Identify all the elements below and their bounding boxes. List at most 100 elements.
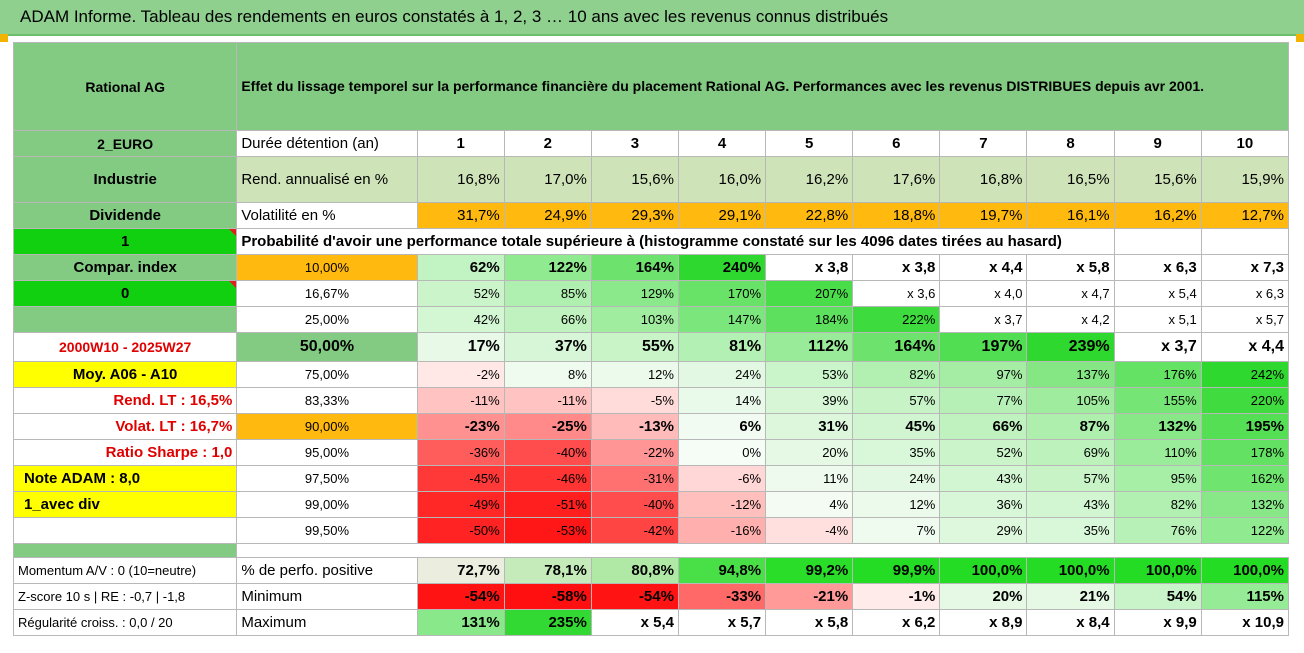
prob-value-cell: 122% [503,254,592,281]
zero-cell: 0 [12,280,238,307]
stat-left-label: Momentum A/V : 0 (10=neutre) [12,557,238,584]
prob-value-cell: 184% [765,306,854,333]
prob-value-cell: 29% [939,517,1028,544]
vol-cell: 29,1% [677,202,767,229]
prob-value-cell: 103% [590,306,679,333]
stat-value-cell: -33% [677,583,767,610]
stat-left-label: Z-score 10 s | RE : -0,7 | -1,8 [12,583,238,610]
prob-value-cell: 242% [1200,361,1290,388]
rend-cell: 16,0% [677,156,767,203]
rend-lt-label: Rend. LT : 16,5% [12,387,238,414]
prob-value-cell: 31% [765,413,854,440]
stat-value-cell: 54% [1113,583,1202,610]
prob-value-cell: -46% [503,465,592,492]
threshold-label: 99,50% [236,517,418,544]
prob-value-cell: 6% [677,413,767,440]
stat-value-cell: x 8,9 [939,609,1028,636]
stat-value-cell: 78,1% [503,557,592,584]
year-cell: 3 [590,130,679,157]
vol-cell: 31,7% [416,202,505,229]
prob-value-cell: -5% [590,387,679,414]
stat-row: Momentum A/V : 0 (10=neutre)% de perfo. … [12,557,1290,584]
prob-value-cell: 24% [852,465,941,492]
prob-value-cell: -25% [503,413,592,440]
empty-cell [1113,228,1202,255]
prob-value-cell: 53% [765,361,854,388]
currency-label: 2_EURO [12,130,238,157]
prob-value-cell: -31% [590,465,679,492]
prob-value-cell: 87% [1026,413,1115,440]
prob-row: Rend. LT : 16,5% 83,33% -11% -11% -5% 14% 39% 5… [12,387,1290,414]
prob-value-cell: x 5,7 [1200,306,1290,333]
prob-value-cell: x 5,8 [1026,254,1115,281]
prob-value-cell: x 5,4 [1113,280,1202,307]
rend-cell: 16,8% [416,156,505,203]
vol-cell: 29,3% [590,202,679,229]
prob-value-cell: x 3,8 [852,254,941,281]
prob-value-cell: 207% [765,280,854,307]
prob-value-cell: 66% [503,306,592,333]
rend-cell: 15,6% [590,156,679,203]
avec-div-label: 1_avec div [12,491,238,518]
prob-value-cell: 77% [939,387,1028,414]
prob-value-cell: 66% [939,413,1028,440]
stat-label: Maximum [236,609,418,636]
prob-value-cell: 7% [852,517,941,544]
vol-cell: 19,7% [939,202,1028,229]
spacer-row [12,543,1289,558]
title-bar: ADAM Informe. Tableau des rendements en … [0,0,1304,36]
moy-label: Moy. A06 - A10 [12,361,238,388]
spacer-left [12,543,238,558]
year-cell: 9 [1113,130,1202,157]
threshold-label: 10,00% [236,254,418,281]
prob-value-cell: 178% [1200,439,1290,466]
description-cell: Effet du lissage temporel sur la perform… [236,42,1289,131]
dividend-label: Dividende [12,202,238,229]
rend-cell: 15,9% [1200,156,1290,203]
prob-value-cell: x 3,8 [765,254,854,281]
prob-value-cell: 240% [677,254,767,281]
stat-row: Régularité croiss. : 0,0 / 20 Maximum 131%… [12,609,1290,636]
prob-value-cell: -40% [590,491,679,518]
stat-value-cell: x 5,7 [677,609,767,636]
prob-value-cell: 4% [765,491,854,518]
rend-label: Rend. annualisé en % [236,156,418,203]
sector-label: Industrie [12,156,238,203]
prob-value-cell: 122% [1200,517,1290,544]
period-label: 2000W10 - 2025W27 [12,332,238,362]
prob-value-cell: 164% [590,254,679,281]
prob-row: Volat. LT : 16,7% 90,00% -23% -25% -13% 6% 31%… [12,413,1290,440]
rend-cell: 16,8% [939,156,1028,203]
prob-value-cell: 82% [852,361,941,388]
prob-value-cell: -40% [503,439,592,466]
stat-row: Z-score 10 s | RE : -0,7 | -1,8 Minimum -5… [12,583,1290,610]
year-cell: 1 [416,130,505,157]
volat-lt-label: Volat. LT : 16,7% [12,413,238,440]
prob-value-cell: 62% [416,254,505,281]
threshold-label: 99,00% [236,491,418,518]
prob-row: 2000W10 - 2025W27 50,00% 17% 37% 55% 81% 112% 1… [12,332,1290,362]
prob-value-cell: -13% [590,413,679,440]
prob-value-cell: 0% [677,439,767,466]
prob-value-cell: 137% [1026,361,1115,388]
one-cell: 1 [12,228,238,255]
stat-value-cell: 72,7% [416,557,505,584]
prob-value-cell: 164% [852,332,941,362]
prob-value-cell: 39% [765,387,854,414]
prob-value-cell: 43% [1026,491,1115,518]
prob-value-cell: -6% [677,465,767,492]
prob-value-cell: x 4,7 [1026,280,1115,307]
prob-value-cell: x 5,1 [1113,306,1202,333]
prob-row: Moy. A06 - A10 75,00% -2% 8% 12% 24% 53% 82% 97%… [12,361,1290,388]
prob-value-cell: -53% [503,517,592,544]
prob-value-cell: 97% [939,361,1028,388]
prob-row: Note ADAM : 8,0 97,50% -45% -46% -31% -6% 11% 2… [12,465,1290,492]
duration-label: Durée détention (an) [236,130,418,157]
prob-value-cell: x 3,7 [939,306,1028,333]
prob-value-cell: 155% [1113,387,1202,414]
performance-table: Rational AG Effet du lissage temporel su… [12,42,1290,636]
stat-value-cell: 100,0% [1113,557,1202,584]
prob-value-cell: x 3,6 [852,280,941,307]
prob-value-cell: 82% [1113,491,1202,518]
stat-left-label: Régularité croiss. : 0,0 / 20 [12,609,238,636]
